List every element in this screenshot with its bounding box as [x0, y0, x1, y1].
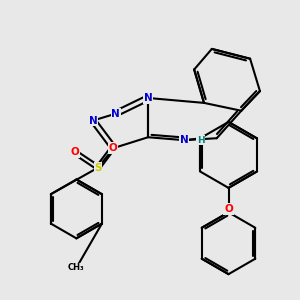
- Text: S: S: [94, 163, 102, 173]
- Text: N: N: [89, 116, 98, 126]
- Text: O: O: [70, 147, 79, 157]
- Text: O: O: [224, 204, 233, 214]
- Text: CH₃: CH₃: [68, 263, 85, 272]
- Text: N: N: [144, 93, 152, 103]
- Text: O: O: [108, 143, 117, 153]
- Text: N: N: [180, 135, 189, 145]
- Text: N: N: [111, 109, 120, 119]
- Text: H: H: [197, 136, 204, 145]
